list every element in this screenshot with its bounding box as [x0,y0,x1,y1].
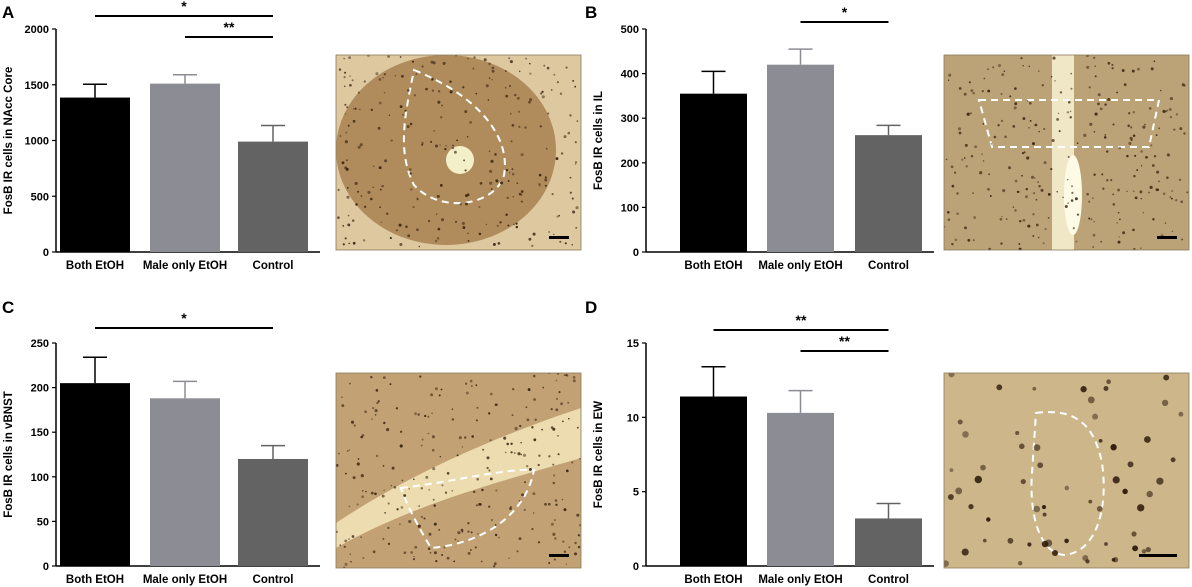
bar-3 [238,458,308,566]
y-tick-label: 1500 [25,80,49,92]
y-tick-label: 100 [31,472,49,484]
y-tick-label: 250 [31,338,49,350]
y-axis-label: FosB IR cells in EW [593,401,605,508]
chart-panel-d: 0 5 10 15 FosB IR cells in EW Both EtOH Male o… [593,312,934,586]
y-tick-label: 400 [621,69,639,81]
panel-label-b: B [585,3,597,22]
micrograph-layer [335,54,1190,569]
category-label: Male only EtOH [758,574,842,586]
y-tick-label: 100 [621,202,639,214]
y-tick-label: 0 [43,247,49,259]
significance-label: ** [839,333,850,349]
chart-panel-c: 0 50 100 150 200 250 FosB IR cells in vBNST Bot… [3,310,320,586]
significance-label: * [842,4,848,20]
scale-bar [549,554,569,557]
y-tick-label: 2000 [25,24,49,36]
bar-2 [767,64,834,253]
category-label: Male only EtOH [758,260,842,272]
bar-2 [767,412,834,566]
panel-label-a: A [2,3,14,22]
y-tick-label: 0 [633,561,639,573]
y-tick-label: 15 [627,338,639,350]
y-tick-label: 50 [37,516,49,528]
micrograph-b [943,54,1190,251]
bar-1 [680,396,747,566]
chart-panel-b: 0 100 200 300 400 500 FosB IR cells in IL Both … [593,4,934,272]
bar-2 [150,398,220,566]
bar-1 [680,93,747,252]
scale-bar [549,236,569,239]
bar-1 [60,383,130,566]
bar-2 [150,83,220,252]
category-label: Both EtOH [66,574,124,586]
category-label: Male only EtOH [143,574,227,586]
panel-label-d: D [585,298,597,317]
scale-bar [1157,236,1177,239]
y-axis-label: FosB IR cells in IL [593,91,605,190]
y-tick-label: 5 [633,487,639,499]
bar-3 [238,141,308,252]
panel-label-c: C [2,298,14,317]
scale-bar [1139,554,1177,557]
micrograph-d [943,372,1190,569]
y-tick-label: 500 [31,191,49,203]
significance-label: * [181,0,187,14]
micrograph-a [335,54,582,251]
category-label: Both EtOH [66,260,124,272]
category-label: Male only EtOH [143,260,227,272]
bar-3 [855,135,922,252]
category-label: Control [868,574,909,586]
y-tick-label: 200 [621,158,639,170]
category-label: Control [868,260,909,272]
significance-label: ** [224,19,235,35]
category-label: Both EtOH [684,574,742,586]
significance-label: * [181,310,187,326]
category-label: Both EtOH [684,260,742,272]
bar-3 [855,518,922,566]
micrograph-c [335,372,582,569]
significance-label: ** [796,312,807,328]
y-axis-label: FosB IR cells in NAcc Core [3,67,15,215]
y-axis-label: FosB IR cells in vBNST [3,391,15,518]
category-label: Control [253,260,294,272]
y-tick-label: 1000 [25,136,49,148]
bar-1 [60,97,130,252]
y-tick-label: 200 [31,383,49,395]
category-label: Control [253,574,294,586]
y-tick-label: 0 [633,247,639,259]
y-tick-label: 0 [43,561,49,573]
y-tick-label: 150 [31,427,49,439]
chart-panel-a: 0 500 1000 1500 2000 FosB IR cells in NAcc Co… [3,0,320,272]
y-tick-label: 300 [621,113,639,125]
y-tick-label: 10 [627,412,639,424]
y-tick-label: 500 [621,24,639,36]
